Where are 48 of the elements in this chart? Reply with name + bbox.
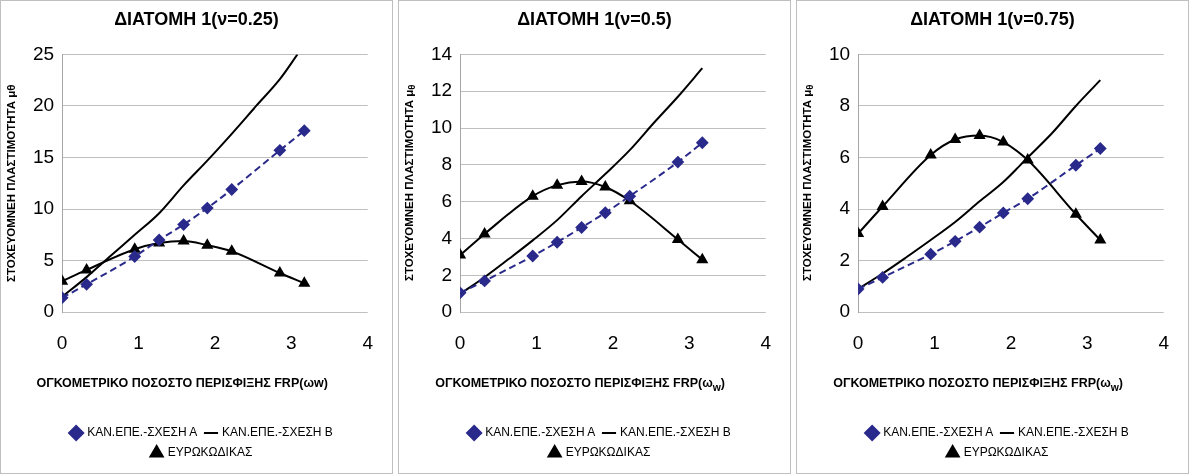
x-tick-label: 3 [684, 331, 695, 353]
legend-label: ΕΥΡΩΚΩΔΙΚΑΣ [963, 445, 1049, 460]
y-tick-label: 25 [32, 42, 55, 64]
y-tick-label: 10 [32, 197, 55, 219]
legend-label: ΚΑΝ.ΕΠΕ.-ΣΧΕΣΗ Α [485, 425, 596, 440]
y-tick-label: 6 [441, 189, 453, 211]
y-tick-label: 8 [839, 94, 851, 116]
x-tick-label: 4 [362, 331, 374, 353]
legend-label: ΚΑΝ.ΕΠΕ.-ΣΧΕΣΗ Β [222, 425, 333, 440]
legend-label: ΚΑΝ.ΕΠΕ.-ΣΧΕΣΗ Α [87, 425, 198, 440]
y-tick-label: 4 [441, 226, 453, 248]
y-tick-label: 10 [828, 42, 851, 64]
x-axis-title: ΟΓΚΟΜΕΤΡΙΚΟ ΠΟΣΟΣΤΟ ΠΕΡΙΣΦΙΞΗΣ FRP(ω$_{w}$) [434, 375, 726, 395]
y-tick-label: 0 [441, 300, 453, 322]
x-tick-label: 2 [1005, 331, 1017, 353]
y-tick-label: 12 [430, 79, 453, 101]
y-tick-label: 20 [32, 94, 55, 116]
x-tick-label: 3 [286, 331, 297, 353]
x-tick-label: 2 [607, 331, 619, 353]
x-tick-label: 3 [1082, 331, 1093, 353]
y-tick-label: 14 [430, 42, 453, 64]
x-tick-label: 1 [531, 331, 542, 353]
y-tick-label: 10 [430, 116, 453, 138]
legend-label: ΚΑΝ.ΕΠΕ.-ΣΧΕΣΗ Β [620, 425, 731, 440]
y-axis-title: ΣΤΟΧΕΥΟΜΝΕΗ ΠΛΑΣΤΙΜΟΤΗΤΑ μθ [5, 83, 18, 284]
y-tick-label: 2 [839, 248, 851, 270]
y-tick-label: 8 [441, 153, 453, 175]
y-tick-label: 2 [441, 263, 453, 285]
legend-label: ΚΑΝ.ΕΠΕ.-ΣΧΕΣΗ Β [1018, 425, 1129, 440]
y-tick-label: 5 [43, 248, 55, 270]
x-tick-label: 1 [133, 331, 144, 353]
y-tick-label: 0 [43, 300, 55, 322]
y-tick-label: 15 [32, 145, 55, 167]
y-tick-label: 6 [839, 145, 851, 167]
x-tick-label: 1 [929, 331, 940, 353]
legend-label: ΕΥΡΩΚΩΔΙΚΑΣ [565, 445, 651, 460]
legend-label: ΚΑΝ.ΕΠΕ.-ΣΧΕΣΗ Α [883, 425, 994, 440]
y-tick-label: 4 [839, 197, 851, 219]
chart-title: ΔΙΑΤΟΜΗ 1(ν=0.75) [909, 9, 1076, 30]
x-tick-label: 4 [760, 331, 772, 353]
legend-label: ΕΥΡΩΚΩΔΙΚΑΣ [167, 445, 253, 460]
x-axis-title: ΟΓΚΟΜΕΤΡΙΚΟ ΠΟΣΟΣΤΟ ΠΕΡΙΣΦΙΞΗΣ FRP(ω$_{w}$) [832, 375, 1124, 395]
x-tick-label: 2 [209, 331, 221, 353]
x-axis-title: ΟΓΚΟΜΕΤΡΙΚΟ ΠΟΣΟΣΤΟ ΠΕΡΙΣΦΙΞΗΣ FRP(ωw) [35, 375, 329, 392]
x-tick-label: 4 [1158, 331, 1170, 353]
y-tick-label: 0 [839, 300, 851, 322]
chart-title: ΔΙΑΤΟΜΗ 1(ν=0.5) [516, 9, 673, 30]
chart-title: ΔΙΑΤΟΜΗ 1(ν=0.25) [113, 9, 280, 30]
